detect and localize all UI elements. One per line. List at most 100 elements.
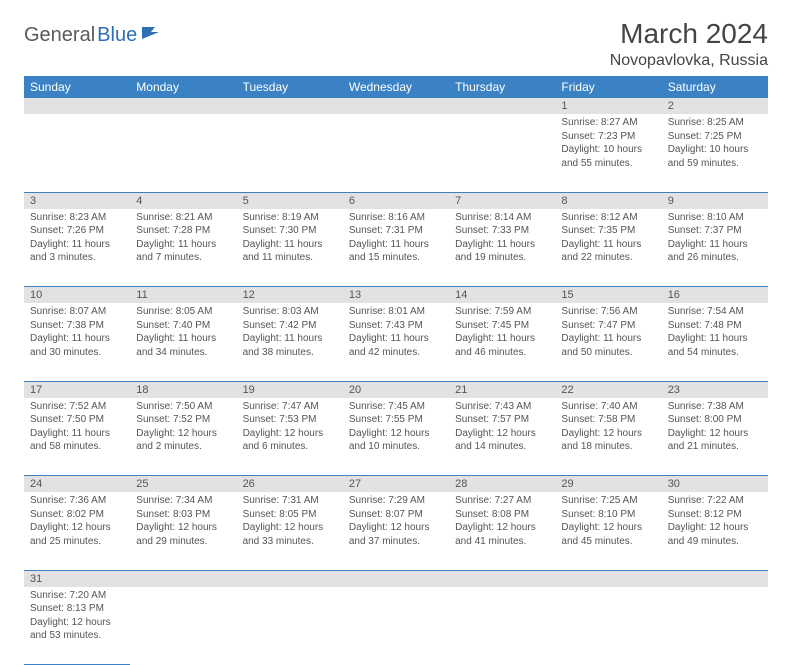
sunrise-text: Sunrise: 8:05 AM	[136, 305, 230, 319]
sunrise-text: Sunrise: 7:27 AM	[455, 494, 549, 508]
sunrise-text: Sunrise: 7:50 AM	[136, 400, 230, 414]
daylight-text: Daylight: 12 hours and 6 minutes.	[243, 427, 337, 454]
header: General Blue March 2024 Novopavlovka, Ru…	[24, 18, 768, 70]
sunset-text: Sunset: 7:38 PM	[30, 319, 124, 333]
sunset-text: Sunset: 8:13 PM	[30, 602, 124, 616]
sunset-text: Sunset: 7:57 PM	[455, 413, 549, 427]
day-cell: Sunrise: 7:50 AMSunset: 7:52 PMDaylight:…	[130, 398, 236, 476]
day-number-cell: 25	[130, 476, 236, 493]
sunrise-text: Sunrise: 8:07 AM	[30, 305, 124, 319]
daylight-text: Daylight: 11 hours and 46 minutes.	[455, 332, 549, 359]
day-cell: Sunrise: 8:03 AMSunset: 7:42 PMDaylight:…	[237, 303, 343, 381]
sunrise-text: Sunrise: 7:59 AM	[455, 305, 549, 319]
daynum-row: 31	[24, 570, 768, 587]
day-number-cell: 7	[449, 192, 555, 209]
daynum-row: 3456789	[24, 192, 768, 209]
sunrise-text: Sunrise: 7:31 AM	[243, 494, 337, 508]
location-label: Novopavlovka, Russia	[610, 52, 768, 70]
daylight-text: Daylight: 11 hours and 58 minutes.	[30, 427, 124, 454]
sunset-text: Sunset: 7:26 PM	[30, 224, 124, 238]
day-number-cell: 15	[555, 287, 661, 304]
daylight-text: Daylight: 11 hours and 42 minutes.	[349, 332, 443, 359]
day-cell: Sunrise: 7:22 AMSunset: 8:12 PMDaylight:…	[662, 492, 768, 570]
sunset-text: Sunset: 7:52 PM	[136, 413, 230, 427]
day-cell: Sunrise: 7:54 AMSunset: 7:48 PMDaylight:…	[662, 303, 768, 381]
daynum-row: 24252627282930	[24, 476, 768, 493]
sunset-text: Sunset: 7:28 PM	[136, 224, 230, 238]
sunrise-text: Sunrise: 7:20 AM	[30, 589, 124, 603]
sunset-text: Sunset: 7:40 PM	[136, 319, 230, 333]
day-cell: Sunrise: 8:19 AMSunset: 7:30 PMDaylight:…	[237, 209, 343, 287]
daylight-text: Daylight: 11 hours and 11 minutes.	[243, 238, 337, 265]
sunset-text: Sunset: 7:43 PM	[349, 319, 443, 333]
week-row: Sunrise: 7:20 AMSunset: 8:13 PMDaylight:…	[24, 587, 768, 665]
day-number-cell: 12	[237, 287, 343, 304]
day-cell: Sunrise: 7:29 AMSunset: 8:07 PMDaylight:…	[343, 492, 449, 570]
calendar-table: SundayMondayTuesdayWednesdayThursdayFrid…	[24, 76, 768, 665]
weekday-header: Saturday	[662, 76, 768, 98]
sunset-text: Sunset: 8:05 PM	[243, 508, 337, 522]
day-cell: Sunrise: 7:31 AMSunset: 8:05 PMDaylight:…	[237, 492, 343, 570]
sunrise-text: Sunrise: 8:14 AM	[455, 211, 549, 225]
daylight-text: Daylight: 11 hours and 50 minutes.	[561, 332, 655, 359]
sunrise-text: Sunrise: 8:12 AM	[561, 211, 655, 225]
day-number-cell: 29	[555, 476, 661, 493]
daynum-row: 10111213141516	[24, 287, 768, 304]
sunrise-text: Sunrise: 7:56 AM	[561, 305, 655, 319]
daynum-row: 12	[24, 98, 768, 114]
sunrise-text: Sunrise: 7:43 AM	[455, 400, 549, 414]
sunset-text: Sunset: 8:08 PM	[455, 508, 549, 522]
day-number-cell: 8	[555, 192, 661, 209]
day-cell	[343, 587, 449, 665]
day-number-cell: 16	[662, 287, 768, 304]
day-cell: Sunrise: 8:14 AMSunset: 7:33 PMDaylight:…	[449, 209, 555, 287]
logo: General Blue	[24, 24, 163, 47]
title-block: March 2024 Novopavlovka, Russia	[610, 18, 768, 70]
day-number-cell: 5	[237, 192, 343, 209]
daylight-text: Daylight: 11 hours and 3 minutes.	[30, 238, 124, 265]
sunset-text: Sunset: 7:25 PM	[668, 130, 762, 144]
day-number-cell: 2	[662, 98, 768, 114]
daylight-text: Daylight: 12 hours and 21 minutes.	[668, 427, 762, 454]
day-number-cell: 20	[343, 381, 449, 398]
sunset-text: Sunset: 7:55 PM	[349, 413, 443, 427]
sunset-text: Sunset: 7:47 PM	[561, 319, 655, 333]
daylight-text: Daylight: 11 hours and 19 minutes.	[455, 238, 549, 265]
day-number-cell: 30	[662, 476, 768, 493]
day-cell: Sunrise: 8:27 AMSunset: 7:23 PMDaylight:…	[555, 114, 661, 192]
weekday-header: Tuesday	[237, 76, 343, 98]
daylight-text: Daylight: 11 hours and 34 minutes.	[136, 332, 230, 359]
day-number-cell	[237, 98, 343, 114]
daylight-text: Daylight: 12 hours and 2 minutes.	[136, 427, 230, 454]
weekday-header: Wednesday	[343, 76, 449, 98]
day-cell: Sunrise: 7:27 AMSunset: 8:08 PMDaylight:…	[449, 492, 555, 570]
month-title: March 2024	[610, 18, 768, 50]
day-number-cell	[130, 570, 236, 587]
week-row: Sunrise: 7:36 AMSunset: 8:02 PMDaylight:…	[24, 492, 768, 570]
daylight-text: Daylight: 12 hours and 53 minutes.	[30, 616, 124, 643]
day-cell: Sunrise: 7:38 AMSunset: 8:00 PMDaylight:…	[662, 398, 768, 476]
sunset-text: Sunset: 7:37 PM	[668, 224, 762, 238]
sunrise-text: Sunrise: 8:03 AM	[243, 305, 337, 319]
day-cell: Sunrise: 8:21 AMSunset: 7:28 PMDaylight:…	[130, 209, 236, 287]
day-cell: Sunrise: 7:59 AMSunset: 7:45 PMDaylight:…	[449, 303, 555, 381]
day-number-cell: 4	[130, 192, 236, 209]
day-cell	[237, 587, 343, 665]
week-row: Sunrise: 7:52 AMSunset: 7:50 PMDaylight:…	[24, 398, 768, 476]
weekday-header-row: SundayMondayTuesdayWednesdayThursdayFrid…	[24, 76, 768, 98]
sunrise-text: Sunrise: 8:10 AM	[668, 211, 762, 225]
sunset-text: Sunset: 7:33 PM	[455, 224, 549, 238]
day-number-cell: 26	[237, 476, 343, 493]
sunrise-text: Sunrise: 7:54 AM	[668, 305, 762, 319]
day-number-cell: 9	[662, 192, 768, 209]
day-cell	[237, 114, 343, 192]
day-number-cell	[237, 570, 343, 587]
day-number-cell	[343, 570, 449, 587]
sunset-text: Sunset: 8:12 PM	[668, 508, 762, 522]
sunset-text: Sunset: 7:42 PM	[243, 319, 337, 333]
day-cell	[449, 114, 555, 192]
daylight-text: Daylight: 11 hours and 38 minutes.	[243, 332, 337, 359]
day-number-cell: 21	[449, 381, 555, 398]
sunrise-text: Sunrise: 7:25 AM	[561, 494, 655, 508]
day-cell: Sunrise: 8:16 AMSunset: 7:31 PMDaylight:…	[343, 209, 449, 287]
